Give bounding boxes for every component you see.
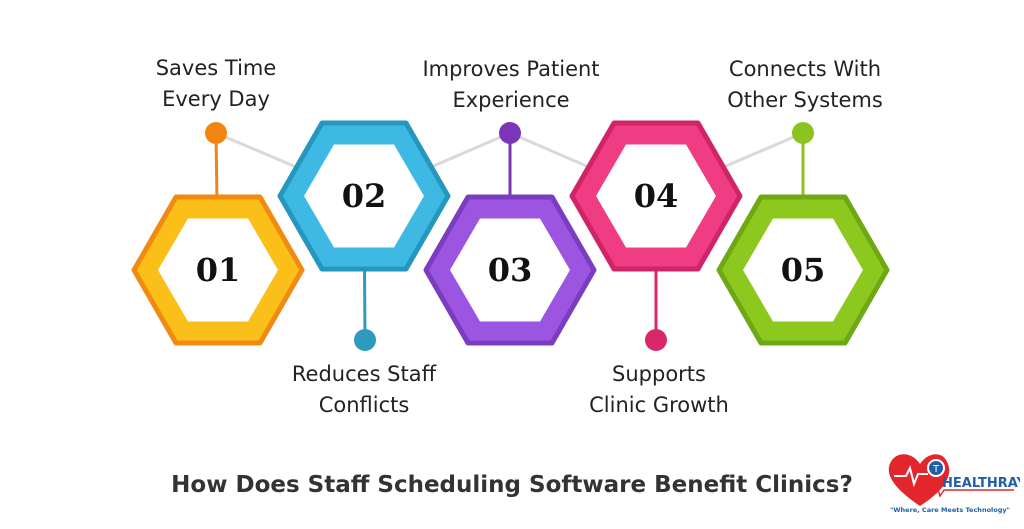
marker-dot xyxy=(205,122,227,144)
marker-dot xyxy=(499,122,521,144)
healthray-logo: T HEALTHRAY "Where, Care Meets Technolog… xyxy=(880,446,1024,526)
hexagon-inner xyxy=(304,144,424,248)
label-line: Reduces Staff xyxy=(291,362,437,386)
step-number: 01 xyxy=(196,251,241,289)
label-step-5: Connects With Other Systems xyxy=(685,54,925,116)
label-line: Connects With xyxy=(728,57,882,81)
label-line: Saves Time xyxy=(155,56,277,80)
hexagon-inner xyxy=(743,218,863,322)
marker-dot xyxy=(792,122,814,144)
label-line: Improves Patient xyxy=(422,57,600,81)
svg-text:HEALTHRAY: HEALTHRAY xyxy=(942,476,1020,491)
hexagon-inner xyxy=(596,144,716,248)
label-line: Clinic Growth xyxy=(589,393,729,417)
label-step-1: Saves Time Every Day xyxy=(96,53,336,115)
svg-text:"Where, Care Meets Technology": "Where, Care Meets Technology" xyxy=(890,506,1010,514)
label-line: Experience xyxy=(452,88,570,112)
label-line: Every Day xyxy=(162,87,270,111)
step-number: 02 xyxy=(342,177,387,215)
marker-dot xyxy=(645,329,667,351)
label-step-3: Improves Patient Experience xyxy=(391,54,631,116)
page-title: How Does Staff Scheduling Software Benef… xyxy=(171,472,853,498)
label-line: Supports xyxy=(612,362,706,386)
svg-text:T: T xyxy=(932,464,940,475)
hexagon-inner xyxy=(450,218,570,322)
step-number: 03 xyxy=(488,251,533,289)
marker-dot xyxy=(354,329,376,351)
step-number: 04 xyxy=(634,177,679,215)
label-step-4: Supports Clinic Growth xyxy=(539,359,779,421)
step-number: 05 xyxy=(781,251,826,289)
hexagon-inner xyxy=(158,218,278,322)
label-line: Other Systems xyxy=(727,88,883,112)
label-step-2: Reduces Staff Conflicts xyxy=(244,359,484,421)
label-line: Conflicts xyxy=(318,393,410,417)
